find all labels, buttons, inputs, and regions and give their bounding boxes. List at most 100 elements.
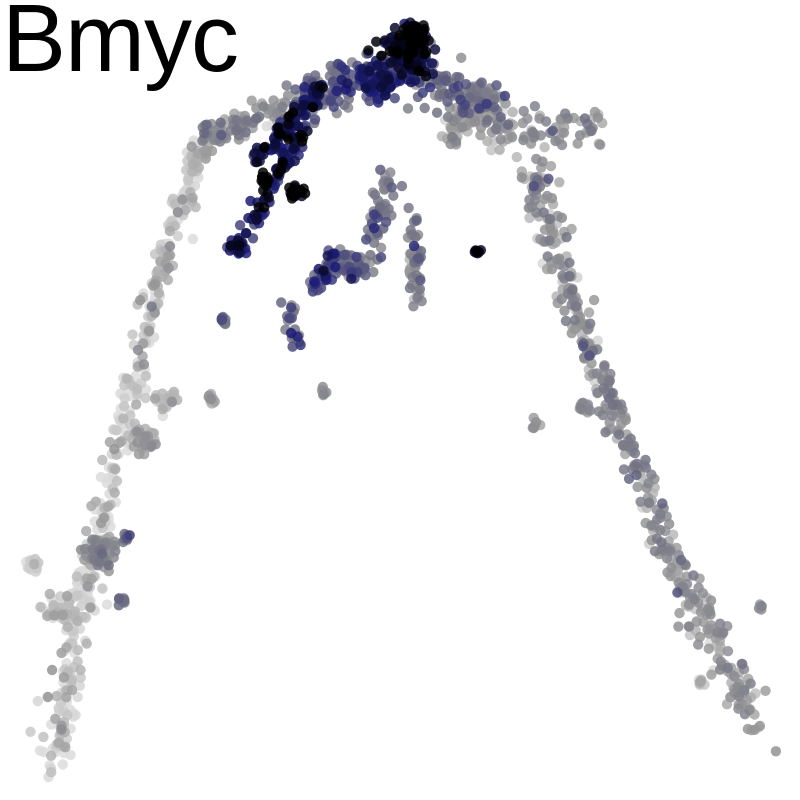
scatter-point <box>593 112 603 122</box>
scatter-point <box>318 266 328 276</box>
scatter-point <box>706 669 716 679</box>
scatter-point <box>187 193 197 203</box>
scatter-point <box>216 118 226 128</box>
scatter-point <box>500 91 510 101</box>
scatter-point <box>33 696 43 706</box>
scatter-point <box>542 191 552 201</box>
scatter-point <box>584 307 594 317</box>
scatter-point <box>85 602 95 612</box>
scatter-point <box>73 645 83 655</box>
scatter-point <box>72 616 82 626</box>
scatter-point <box>631 470 641 480</box>
points-layer <box>21 17 781 782</box>
scatter-point <box>409 241 419 251</box>
scatter-point <box>297 136 307 146</box>
scatter-point <box>131 399 141 409</box>
scatter-point <box>217 315 227 325</box>
scatter-point <box>585 318 595 328</box>
scatter-point <box>578 341 588 351</box>
scatter-point <box>554 177 564 187</box>
scatter-point <box>626 434 636 444</box>
scatter-point <box>376 252 386 262</box>
scatter-point <box>286 302 296 312</box>
scatter-point <box>199 128 209 138</box>
scatter-point <box>560 108 570 118</box>
scatter-point <box>729 671 739 681</box>
scatter-point <box>684 621 694 631</box>
scatter-point <box>299 184 309 194</box>
scatter-point <box>496 134 506 144</box>
scatter-point <box>187 141 197 151</box>
scatter-point <box>125 530 135 540</box>
scatter-point <box>59 672 69 682</box>
scatter-point <box>252 157 262 167</box>
scatter-point <box>737 659 747 669</box>
scatter-point <box>25 727 35 737</box>
scatter-point <box>393 49 403 59</box>
scatter-point <box>457 122 467 132</box>
scatter-point <box>453 81 463 91</box>
scatter-point <box>394 30 404 40</box>
scatter-point <box>529 181 539 191</box>
scatter-point <box>397 70 407 80</box>
scatter-point <box>413 253 423 263</box>
scatter-point <box>135 295 145 305</box>
scatter-point <box>127 329 137 339</box>
scatter-point <box>576 403 586 413</box>
scatter-point <box>290 156 300 166</box>
scatter-point <box>58 759 68 769</box>
scatter-point <box>49 610 59 620</box>
scatter-point <box>518 135 528 145</box>
scatter-point <box>163 275 173 285</box>
scatter-point <box>403 203 413 213</box>
scatter-point <box>760 686 770 696</box>
scatter-point <box>723 663 733 673</box>
scatter-point <box>530 101 540 111</box>
scatter-point <box>234 240 244 250</box>
scatter-point <box>715 619 725 629</box>
scatter-point <box>696 676 706 686</box>
scatter-point <box>740 709 750 719</box>
scatter-point <box>102 599 112 609</box>
scatter-point <box>390 93 400 103</box>
scatter-point <box>97 548 107 558</box>
scatter-point <box>371 37 381 47</box>
scatter-point <box>330 262 340 272</box>
scatter-point <box>567 285 577 295</box>
scatter-point <box>757 601 767 611</box>
scatter-point <box>118 413 128 423</box>
scatter-point <box>165 241 175 251</box>
scatter-point <box>544 236 554 246</box>
scatter-point <box>46 767 56 777</box>
scatter-point <box>112 425 122 435</box>
scatter-point <box>167 396 177 406</box>
scatter-point <box>188 159 198 169</box>
scatter-point <box>183 175 193 185</box>
scatter-point <box>99 513 109 523</box>
scatter-point <box>110 464 120 474</box>
scatter-point <box>63 622 73 632</box>
scatter-point <box>45 589 55 599</box>
scatter-point <box>749 725 759 735</box>
scatter-point <box>91 497 101 507</box>
scatter-point <box>47 665 57 675</box>
scatter-point <box>318 82 328 92</box>
scatter-point <box>290 84 300 94</box>
scatter-point <box>332 86 342 96</box>
scatter-point <box>456 53 466 63</box>
scatter-point <box>718 627 728 637</box>
scatter-point <box>361 234 371 244</box>
scatter-point <box>114 593 124 603</box>
scatter-point <box>369 209 379 219</box>
scatter-point <box>417 25 427 35</box>
scatter-point <box>517 172 527 182</box>
scatter-point <box>112 476 122 486</box>
scatter-point <box>35 602 45 612</box>
scatter-point <box>169 387 179 397</box>
scatter-point <box>103 502 113 512</box>
scatter-point <box>110 546 120 556</box>
scatter-point <box>288 107 298 117</box>
scatter-point <box>564 258 574 268</box>
scatter-point <box>387 182 397 192</box>
